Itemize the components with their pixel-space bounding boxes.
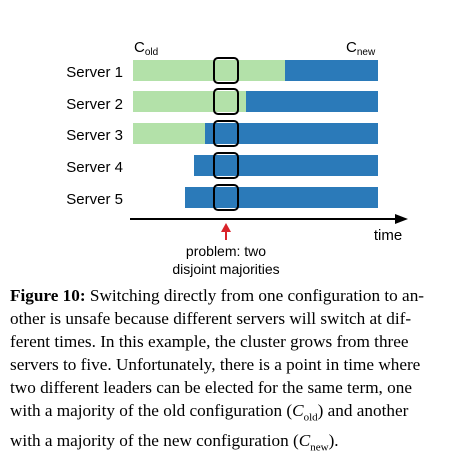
disjoint-majority-markers (213, 57, 239, 211)
caption-line-1: Figure 10: Switching directly from one c… (10, 284, 450, 307)
c-old-math-sub: old (303, 411, 318, 424)
c-old-label: Cold (134, 39, 158, 58)
c-old-math-base: C (292, 401, 304, 420)
server-3-marker (213, 120, 239, 147)
server-1-old-config-bar (133, 60, 285, 81)
server-1-new-config-bar (285, 60, 378, 81)
server-1-label: Server 1 (66, 64, 123, 81)
server-4-marker (213, 152, 239, 179)
caption-text-7a: with a majority of the new configuration… (10, 431, 299, 451)
server-3-label: Server 3 (66, 127, 123, 144)
caption-line-3: ferent times. In this example, the clust… (10, 332, 409, 351)
caption-line-4: servers to five. Unfortunately, there is… (10, 355, 421, 374)
server-2-label: Server 2 (66, 96, 123, 113)
server-2-old-config-bar (133, 91, 246, 112)
caption-line-2: other is unsafe because different server… (10, 309, 412, 328)
server-2-new-config-bar (246, 91, 378, 112)
caption-line-5: two different leaders can be elected for… (10, 378, 412, 397)
c-old-math: Cold (292, 401, 318, 424)
c-new-label: Cnew (346, 39, 376, 58)
server-2-marker (213, 88, 239, 115)
configuration-timeline-figure: Cold Cnew Server 1 Server 2 Server 3 Ser… (66, 39, 408, 277)
server-5-marker (213, 184, 239, 211)
time-label: time (374, 227, 402, 244)
caption-line-6: with a majority of the old configuration… (10, 399, 450, 429)
c-new-math-sub: new (310, 441, 329, 454)
c-new-math: Cnew (298, 431, 329, 453)
figure-caption: Figure 10: Switching directly from one c… (10, 284, 450, 460)
problem-note-line-2: disjoint majorities (172, 261, 279, 277)
server-3-new-config-bar (205, 123, 378, 144)
time-axis-arrowhead (395, 214, 408, 224)
server-1-marker (213, 57, 239, 84)
server-3-old-config-bar (133, 123, 205, 144)
server-5-label: Server 5 (66, 191, 123, 208)
figure-label: Figure 10: (10, 286, 86, 305)
problem-note-line-1: problem: two (186, 243, 266, 259)
server-5-new-config-bar (185, 187, 378, 208)
problem-arrow-head (221, 223, 231, 232)
caption-text-6b: ) and another (317, 401, 409, 420)
server-4-label: Server 4 (66, 159, 123, 176)
caption-text-6a: with a majority of the old configuration… (10, 401, 293, 420)
caption-text-7b: ). (328, 431, 339, 451)
caption-line-7: with a majority of the new configuration… (10, 429, 450, 459)
c-new-math-base: C (298, 431, 311, 451)
caption-text-1: Switching directly from one configuratio… (89, 286, 425, 305)
server-4-new-config-bar (194, 155, 378, 176)
